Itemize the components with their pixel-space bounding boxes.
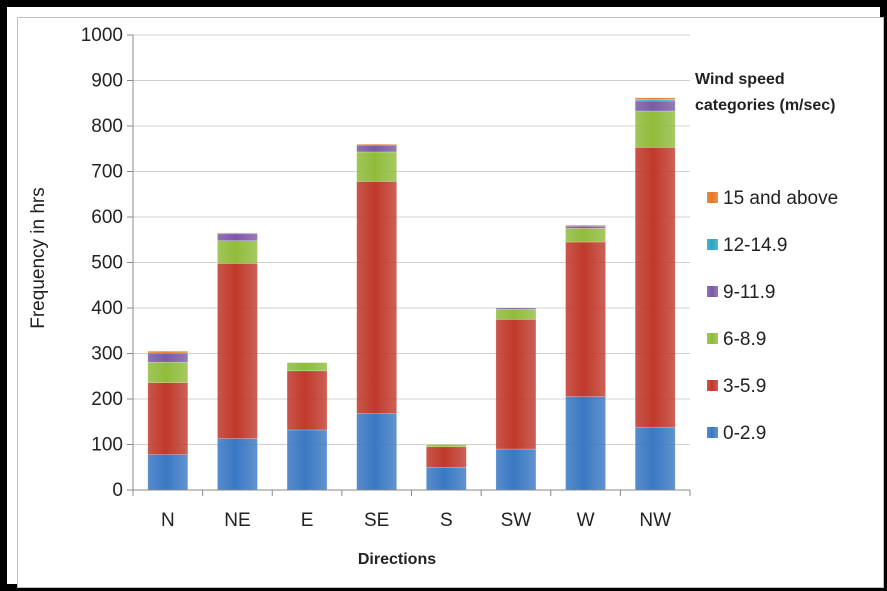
bar-segment [286,370,328,431]
x-axis-label: Directions [358,551,436,568]
y-tick-label: 1000 [81,25,123,46]
legend-swatch [707,239,718,250]
y-tick-label: 0 [112,480,123,501]
y-tick-label: 800 [91,116,123,137]
x-tick-label: W [577,510,595,531]
bar-segment [495,319,537,450]
y-axis-label: Frequency in hrs [28,187,49,329]
bar-segment [147,382,189,455]
legend-label: 6-8.9 [723,329,766,350]
x-tick-label: NW [639,510,671,531]
x-tick-label: SE [364,510,389,531]
bar-segment [147,454,189,491]
y-tick-label: 200 [91,389,123,410]
bar-segment [217,438,258,491]
bar-segment [147,361,189,383]
legend-label: 9-11.9 [723,282,775,303]
bar-segment [217,240,258,264]
legend-label: 0-2.9 [723,423,766,444]
legend-swatch [707,333,718,344]
x-tick-labels: N NE E SE S SW W NW [161,510,671,531]
bar-segment [634,97,676,100]
bar-segment [286,362,328,372]
bar-segment [147,350,189,354]
y-tick-label: 400 [91,298,123,319]
legend-title-line-2: categories (m/sec) [695,97,836,114]
bar-segment [634,100,676,112]
bar-segment [286,429,328,491]
bar-segment [565,241,606,398]
legend: Wind speed categories (m/sec) 15 and abo… [695,71,838,444]
bar-segment [495,309,537,320]
legend-label: 15 and above [723,188,838,209]
bar-segment [356,181,397,414]
y-tick-label: 500 [91,253,123,274]
bar-segment [565,224,606,227]
bar-segment [495,307,537,310]
bar-segment [565,396,606,491]
axes [132,35,691,496]
legend-swatch [707,427,718,438]
y-tick-label: 600 [91,207,123,228]
x-tick-label: S [440,510,453,531]
bar-segment [356,144,397,153]
bar-segment [426,444,467,448]
bar-segment [356,413,397,491]
bar-segment [634,426,676,491]
y-tick-label: 100 [91,435,123,456]
legend-swatch [707,286,718,297]
bar-segment [356,151,397,182]
y-tick-labels: 0 100 200 300 400 500 600 700 800 900 1000 [81,25,123,501]
bar-segment [217,263,258,439]
legend-label: 3-5.9 [723,376,766,397]
bars [147,97,676,491]
legend-swatch [707,192,718,203]
y-tick-label: 300 [91,344,123,365]
bar-segment [147,352,189,363]
bar-segment [495,448,537,491]
chart-area [17,17,884,588]
bar-segment [217,233,258,241]
legend-label: 12-14.9 [723,235,787,256]
legend-swatch [707,380,718,391]
legend-title: Wind speed [695,71,785,88]
x-tick-label: N [161,510,175,531]
bar-segment [426,466,467,491]
bar-segment [356,143,397,146]
bar-segment [565,225,606,229]
x-tick-label: E [301,510,314,531]
bar-segment [634,110,676,148]
bar-segment [634,147,676,428]
x-tick-label: SW [501,510,532,531]
y-tick-label: 700 [91,162,123,183]
y-tick-label: 900 [91,71,123,92]
bar-segment [426,446,467,468]
bar-segment [217,232,258,235]
bar-segment [565,228,606,243]
x-tick-label: NE [224,510,250,531]
